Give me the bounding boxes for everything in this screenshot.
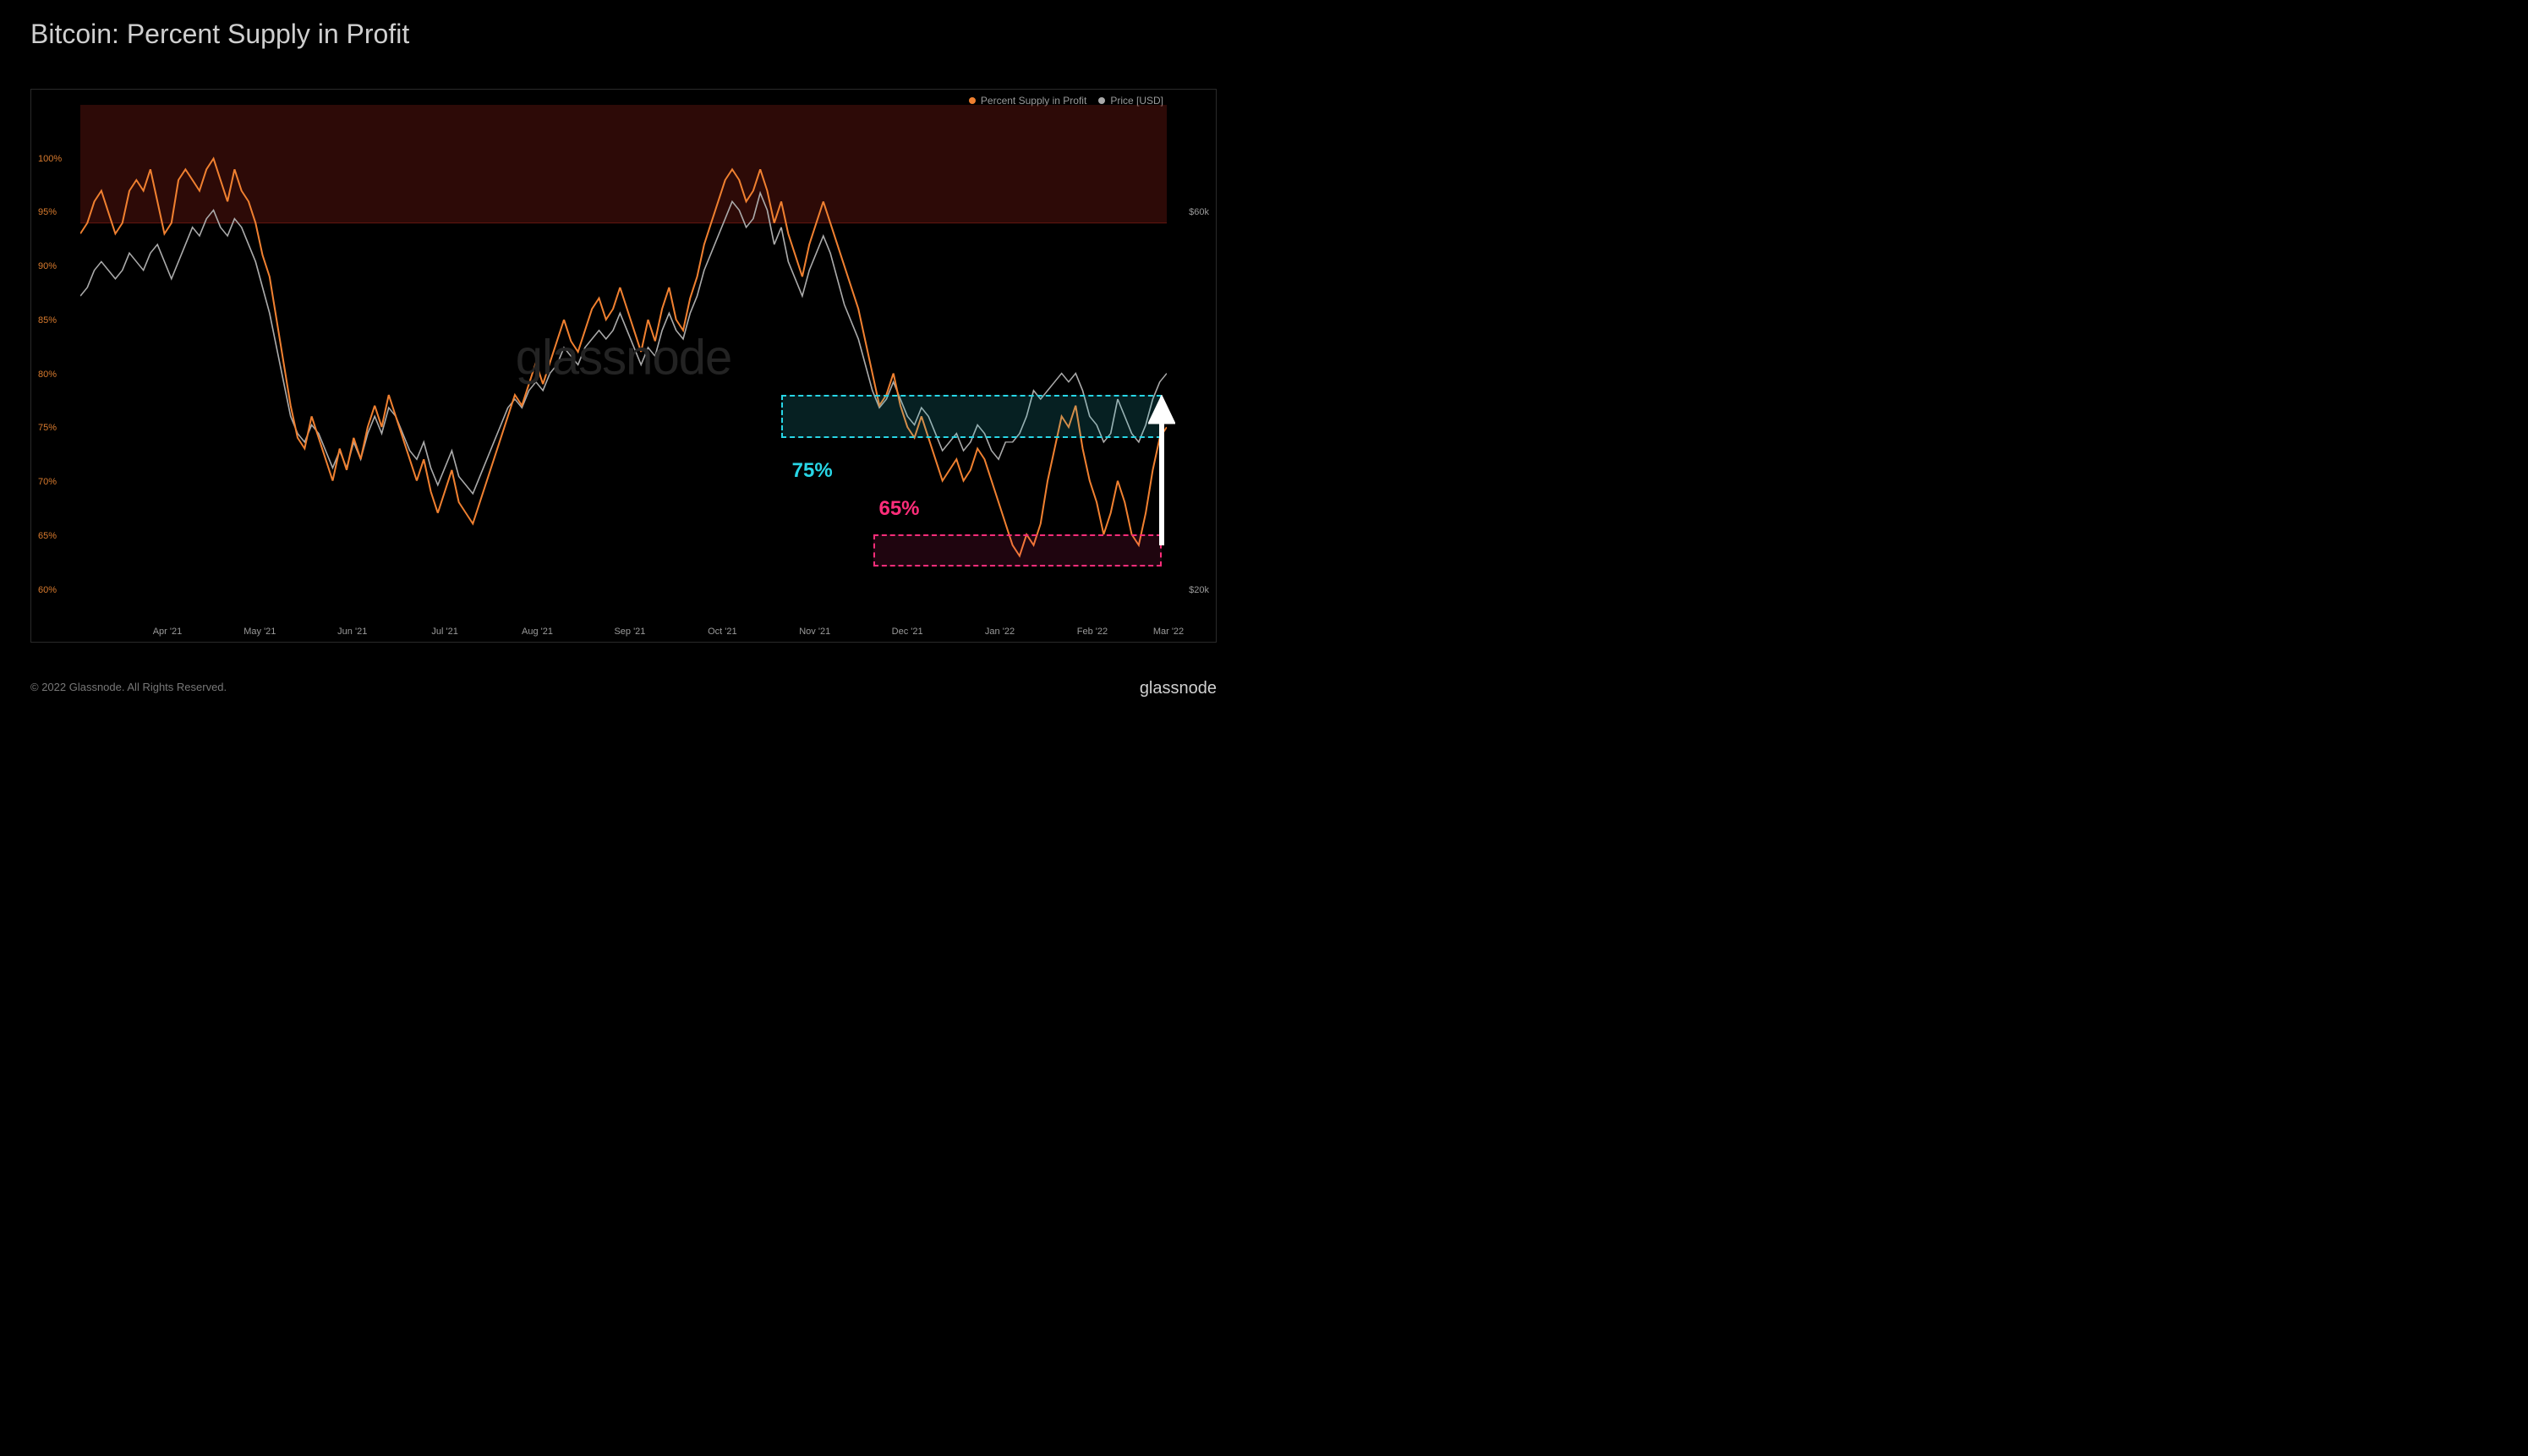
x-tick: May '21 <box>243 627 276 637</box>
pink-annotation-label: 65% <box>878 497 919 521</box>
y-right-tick: $20k <box>1189 585 1209 595</box>
x-tick: Oct '21 <box>708 627 737 637</box>
x-tick: Sep '21 <box>614 627 645 637</box>
x-tick: Jun '21 <box>337 627 367 637</box>
up-arrow <box>1148 395 1175 545</box>
x-tick: Apr '21 <box>153 627 183 637</box>
y-left-tick: 85% <box>38 315 57 326</box>
y-left-tick: 100% <box>38 154 62 164</box>
y-left-tick: 95% <box>38 207 57 217</box>
y-left-tick: 65% <box>38 531 57 541</box>
plot-area: glassnode 75% 65% <box>80 105 1167 610</box>
y-left-tick: 90% <box>38 261 57 271</box>
x-tick: Jan '22 <box>985 627 1015 637</box>
copyright: © 2022 Glassnode. All Rights Reserved. <box>30 681 227 693</box>
y-left-tick: 80% <box>38 369 57 380</box>
legend-dot-price <box>1098 97 1105 104</box>
cyan-annotation-label: 75% <box>792 459 833 483</box>
chart-frame: Percent Supply in Profit Price [USD] 60%… <box>30 89 1217 643</box>
x-tick: Jul '21 <box>431 627 457 637</box>
x-tick: Dec '21 <box>892 627 923 637</box>
top-band <box>80 105 1167 223</box>
brand-logo: glassnode <box>1140 679 1217 698</box>
legend-dot-percent <box>969 97 976 104</box>
x-tick: Mar '22 <box>1153 627 1184 637</box>
chart-title: Bitcoin: Percent Supply in Profit <box>30 19 409 50</box>
y-left-tick: 60% <box>38 585 57 595</box>
cyan-annotation-box <box>781 395 1162 438</box>
x-tick: Feb '22 <box>1077 627 1108 637</box>
y-left-tick: 75% <box>38 423 57 433</box>
x-tick: Aug '21 <box>522 627 553 637</box>
y-right-tick: $60k <box>1189 207 1209 217</box>
x-tick: Nov '21 <box>799 627 830 637</box>
watermark: glassnode <box>516 329 731 386</box>
y-left-tick: 70% <box>38 477 57 487</box>
pink-annotation-box <box>873 534 1162 567</box>
